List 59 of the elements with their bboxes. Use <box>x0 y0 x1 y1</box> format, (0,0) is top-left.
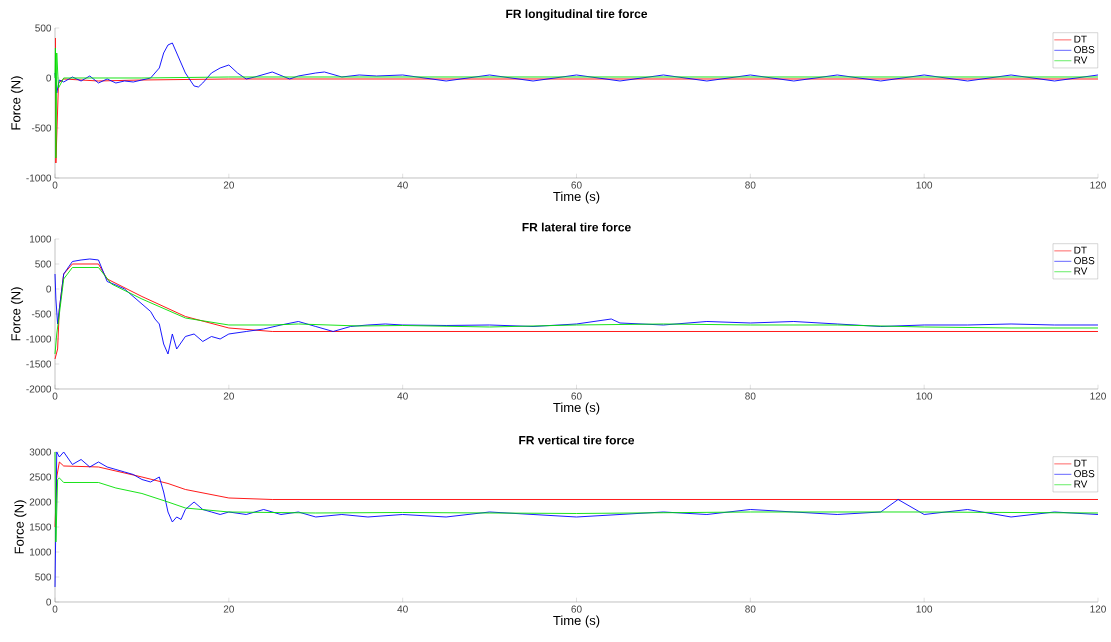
line-series <box>54 461 1099 528</box>
x-tick-label: 60 <box>571 605 582 613</box>
y-tick-label: 1500 <box>30 523 52 531</box>
y-tick-label: 0 <box>46 74 52 82</box>
y-axis-title: Force (N) <box>10 76 24 130</box>
legend-label: RV <box>1074 267 1088 275</box>
x-tick-label: 0 <box>52 181 58 189</box>
y-tick-label: -500 <box>31 124 52 132</box>
y-tick-label: 2500 <box>29 473 52 481</box>
legend-label: DT <box>1074 246 1087 254</box>
y-tick-label: 0 <box>46 598 52 606</box>
x-tick-label: 120 <box>1090 181 1106 189</box>
y-tick-label: 500 <box>35 24 52 32</box>
y-tick-label: 500 <box>35 260 52 268</box>
x-tick-label: 80 <box>745 605 756 613</box>
y-tick-label: -2000 <box>26 385 52 393</box>
chart-title: FR longitudinal tire force <box>506 9 648 21</box>
x-tick-label: 40 <box>397 181 408 189</box>
x-axis-title: Time (s) <box>553 191 600 204</box>
x-tick-label: 40 <box>397 605 408 613</box>
chart-title: FR lateral tire force <box>522 222 631 232</box>
x-tick-label: 60 <box>571 181 582 189</box>
x-tick-label: 0 <box>52 392 58 400</box>
y-tick-label: -1500 <box>26 360 52 368</box>
x-tick-label: 100 <box>916 181 933 189</box>
x-tick-label: 0 <box>52 605 58 613</box>
legend-label: RV <box>1074 56 1088 64</box>
y-tick-label: 3000 <box>29 448 52 456</box>
legend-label: OBS <box>1074 470 1095 478</box>
x-tick-label: 100 <box>916 605 933 613</box>
x-tick-label: 20 <box>223 605 235 613</box>
y-tick-label: -1000 <box>26 174 52 182</box>
legend-label: DT <box>1074 35 1087 43</box>
x-tick-label: 20 <box>223 181 235 189</box>
y-tick-label: -1000 <box>26 335 52 343</box>
y-tick-label: 1000 <box>30 235 52 243</box>
x-axis-title: Time (s) <box>553 615 600 628</box>
y-tick-label: 500 <box>35 573 52 581</box>
x-tick-label: 40 <box>397 392 408 400</box>
y-axis-title: Force (N) <box>14 500 27 554</box>
x-tick-label: 120 <box>1090 392 1106 400</box>
legend-label: RV <box>1074 480 1088 488</box>
x-tick-label: 20 <box>223 392 235 400</box>
y-tick-label: 0 <box>46 285 52 293</box>
legend-label: OBS <box>1074 46 1095 54</box>
legend-label: OBS <box>1074 257 1095 265</box>
legend-label: DT <box>1074 459 1087 467</box>
chart-title: FR vertical tire force <box>519 435 635 445</box>
y-tick-label: -500 <box>31 310 52 318</box>
line-series <box>54 451 1099 543</box>
x-tick-label: 120 <box>1090 605 1106 613</box>
x-tick-label: 80 <box>745 392 756 400</box>
x-tick-label: 80 <box>745 181 756 189</box>
x-axis-title: Time (s) <box>553 402 600 415</box>
y-axis-title: Force (N) <box>10 287 24 341</box>
x-tick-label: 60 <box>571 392 582 400</box>
y-tick-label: 2000 <box>29 498 52 506</box>
x-tick-label: 100 <box>916 392 933 400</box>
y-tick-label: 1000 <box>30 548 52 556</box>
